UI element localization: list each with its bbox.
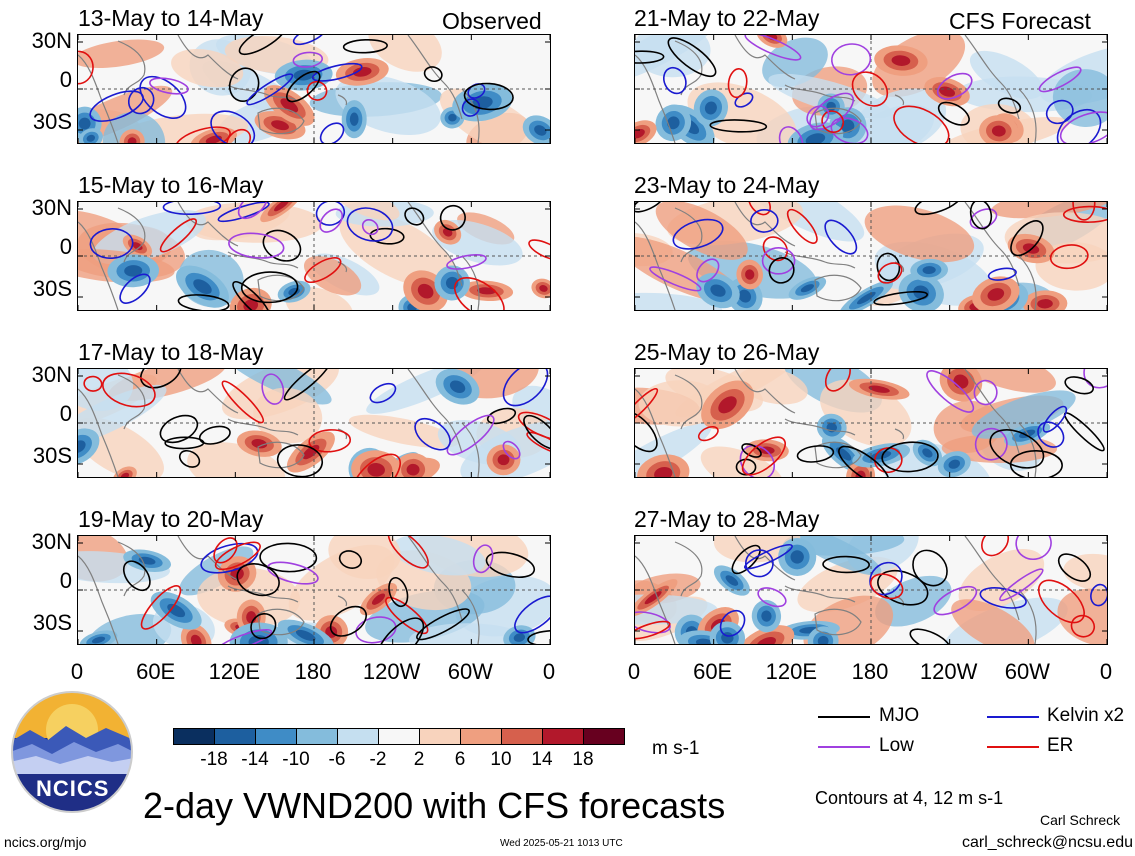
author: Carl Schreck xyxy=(1040,812,1121,828)
colorbar-swatch xyxy=(460,728,502,745)
colorbar-tick-label: -18 xyxy=(200,749,228,770)
x-tick-label: 0 xyxy=(1099,659,1113,684)
anomaly-field xyxy=(78,369,550,477)
y-tick-label: 30N xyxy=(31,28,72,53)
site-link[interactable]: ncics.org/mjo xyxy=(4,834,87,850)
y-tick-label: 30S xyxy=(32,109,72,134)
ncics-logo xyxy=(11,691,133,813)
panel-title: 25-May to 26-May xyxy=(634,339,820,365)
legend-line-er xyxy=(987,746,1039,748)
x-tick-label: 120W xyxy=(919,659,978,684)
x-tick-label: 0 xyxy=(542,659,556,684)
colorbar-tick-label: 6 xyxy=(454,749,466,770)
colorbar-swatch xyxy=(583,728,625,745)
anomaly-field xyxy=(78,536,550,644)
anomaly-field xyxy=(635,536,1107,644)
y-tick-label: 0 xyxy=(59,568,72,593)
author-email[interactable]: carl_schreck@ncsu.edu xyxy=(962,834,1133,851)
colorbar-tick-label: -14 xyxy=(241,749,269,770)
x-tick-label: 180 xyxy=(294,659,332,684)
x-tick-label: 60E xyxy=(136,659,176,684)
colorbar-unit: m s-1 xyxy=(652,738,700,759)
colorbar-tick-label: 2 xyxy=(413,749,425,770)
colorbar-swatch xyxy=(542,728,584,745)
colorbar-tick-label: -10 xyxy=(282,749,310,770)
colorbar-tick-label: 10 xyxy=(490,749,512,770)
figure-title: 2-day VWND200 with CFS forecasts xyxy=(143,785,726,826)
colorbar-swatch xyxy=(419,728,461,745)
x-tick-label: 60W xyxy=(1004,659,1050,684)
panel-title: 21-May to 22-May xyxy=(634,5,820,31)
map-panel-obs-1 xyxy=(77,34,551,144)
y-tick-label: 0 xyxy=(59,67,72,92)
map-panel-fcst-2 xyxy=(634,201,1108,311)
y-tick-label: 30N xyxy=(31,529,72,554)
map-panel-fcst-1 xyxy=(634,34,1108,144)
x-tick-label: 0 xyxy=(627,659,641,684)
colorbar-swatch xyxy=(337,728,379,745)
colorbar-swatch xyxy=(501,728,543,745)
legend-line-mjo xyxy=(818,716,870,718)
legend-line-low xyxy=(818,746,870,748)
y-tick-label: 30N xyxy=(31,195,72,220)
cfs-forecast-label: CFS Forecast xyxy=(949,8,1091,34)
anomaly-field xyxy=(78,202,550,310)
colorbar-swatch xyxy=(214,728,256,745)
panel-title: 19-May to 20-May xyxy=(78,506,264,532)
map-panel-obs-4 xyxy=(77,535,551,645)
legend-label-kelvin: Kelvin x2 xyxy=(1047,705,1125,726)
anomaly-field xyxy=(635,35,1107,143)
x-tick-label: 0 xyxy=(70,659,84,684)
x-tick-label: 120W xyxy=(362,659,421,684)
map-panel-obs-2 xyxy=(77,201,551,311)
y-tick-label: 30S xyxy=(32,610,72,635)
contours-note: Contours at 4, 12 m s-1 xyxy=(815,788,1004,808)
colorbar-tick-label: -6 xyxy=(328,749,346,770)
colorbar-swatch xyxy=(378,728,420,745)
anomaly-field xyxy=(635,202,1107,310)
panel-title: 27-May to 28-May xyxy=(634,506,820,532)
anomaly-field xyxy=(635,369,1107,477)
legend-label-mjo: MJO xyxy=(879,705,920,726)
panel-title: 15-May to 16-May xyxy=(78,172,264,198)
legend-label-low: Low xyxy=(879,735,914,756)
map-panel-fcst-3 xyxy=(634,368,1108,478)
y-tick-label: 30N xyxy=(31,362,72,387)
anomaly-field xyxy=(78,35,550,143)
y-tick-label: 0 xyxy=(59,234,72,259)
panel-title: 23-May to 24-May xyxy=(634,172,820,198)
logo-text: NCICS xyxy=(36,776,110,801)
timestamp: Wed 2025-05-21 1013 UTC xyxy=(500,838,623,849)
colorbar-swatch xyxy=(173,728,215,745)
legend-label-er: ER xyxy=(1047,735,1074,756)
x-tick-label: 120E xyxy=(208,659,261,684)
y-tick-label: 30S xyxy=(32,276,72,301)
y-tick-label: 0 xyxy=(59,401,72,426)
panel-title: 13-May to 14-May xyxy=(78,5,264,31)
map-panel-fcst-4 xyxy=(634,535,1108,645)
colorbar-tick-label: -2 xyxy=(369,749,387,770)
x-tick-label: 120E xyxy=(765,659,818,684)
colorbar-tick-label: 18 xyxy=(572,749,594,770)
y-tick-label: 30S xyxy=(32,443,72,468)
map-panel-obs-3 xyxy=(77,368,551,478)
colorbar-tick-label: 14 xyxy=(531,749,553,770)
x-tick-label: 60W xyxy=(447,659,493,684)
observed-label: Observed xyxy=(442,8,542,34)
panel-title: 17-May to 18-May xyxy=(78,339,264,365)
x-tick-label: 180 xyxy=(851,659,889,684)
colorbar-swatch xyxy=(255,728,297,745)
colorbar-swatch xyxy=(296,728,338,745)
legend-line-kelvin xyxy=(987,716,1039,718)
x-tick-label: 60E xyxy=(693,659,733,684)
